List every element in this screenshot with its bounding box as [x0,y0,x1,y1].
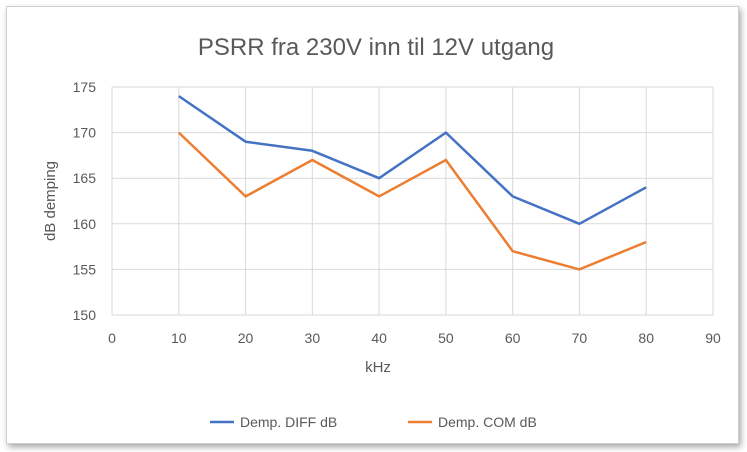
x-tick-label: 70 [572,330,588,346]
y-axis-ticks: 150 155 160 165 170 175 [73,79,97,323]
x-axis-ticks: 0 10 20 30 40 50 60 70 80 90 [108,330,721,346]
x-tick-label: 50 [438,330,454,346]
y-tick-label: 175 [73,79,97,95]
x-tick-label: 0 [108,330,116,346]
chart-frame [6,6,739,444]
legend-label-1: Demp. DIFF dB [240,414,337,430]
x-axis-label: kHz [365,359,391,376]
x-tick-label: 60 [505,330,521,346]
y-tick-label: 155 [73,261,97,277]
y-tick-label: 150 [73,307,97,323]
x-tick-label: 90 [705,330,721,346]
y-tick-label: 165 [73,170,97,186]
x-tick-label: 80 [638,330,654,346]
chart-title: PSRR fra 230V inn til 12V utgang [198,34,554,61]
y-tick-label: 170 [73,125,97,141]
x-tick-label: 30 [305,330,321,346]
series-line-2 [177,131,647,271]
legend: Demp. DIFF dB Demp. COM dB [210,414,537,430]
series-lines [177,95,647,271]
x-tick-label: 10 [171,330,187,346]
grid [111,86,714,316]
y-tick-label: 160 [73,216,97,232]
y-axis-label: dB demping [42,161,59,241]
series-line-1 [178,95,647,226]
legend-label-2: Demp. COM dB [438,414,537,430]
x-tick-label: 40 [371,330,387,346]
x-tick-label: 20 [238,330,254,346]
